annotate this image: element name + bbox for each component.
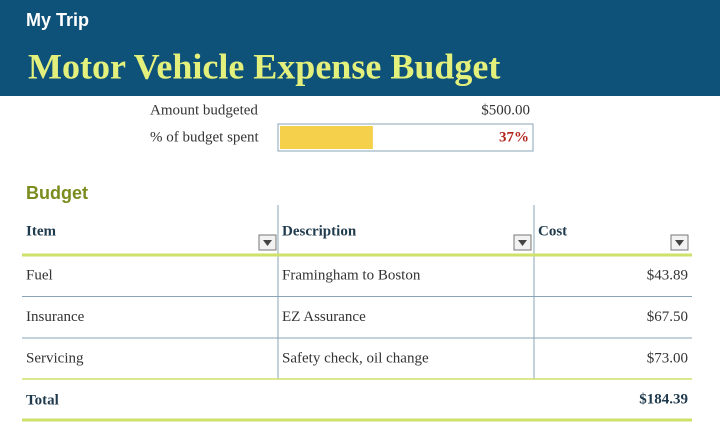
filter-button[interactable] [513,234,532,251]
percent-label: % of budget spent [150,129,260,145]
cell: $73.00 [647,350,688,366]
trip-name: My Trip [26,10,89,30]
column-header: Description [282,223,357,239]
cell: EZ Assurance [282,309,366,325]
amount-value: $500.00 [481,102,530,118]
total-label: Total [26,392,59,408]
cell: Fuel [26,267,53,283]
cell: $67.50 [647,309,688,325]
percent-value: 37% [499,129,529,145]
section-title: Budget [26,183,88,203]
filter-button[interactable] [670,234,689,251]
total-cost: $184.39 [639,391,688,407]
column-header: Item [26,223,56,239]
filter-button[interactable] [258,234,277,251]
amount-label: Amount budgeted [150,102,258,118]
cell: Servicing [26,350,84,366]
cell: $43.89 [647,267,688,283]
cell: Insurance [26,309,85,325]
cell: Safety check, oil change [282,350,429,366]
percent-bar [280,126,373,149]
sheet-title: Motor Vehicle Expense Budget [28,46,500,86]
header-band [0,0,720,96]
column-header: Cost [538,223,567,239]
cell: Framingham to Boston [282,267,421,283]
